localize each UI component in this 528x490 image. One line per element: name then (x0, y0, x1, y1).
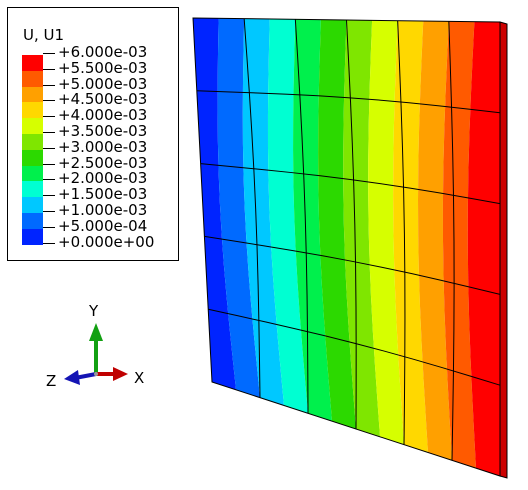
contour-band (193, 18, 236, 390)
legend-swatch (22, 212, 43, 229)
mesh-line-vertical (346, 19, 357, 430)
legend-swatches (22, 55, 43, 245)
contour-band (217, 18, 260, 398)
mesh-line-vertical (448, 21, 455, 461)
legend-swatch (22, 102, 43, 119)
contour-band (267, 19, 308, 414)
legend-swatch (22, 118, 43, 134)
legend-tick-label: +3.500e-03 (42, 123, 154, 140)
axis-triad: Y X Z (46, 302, 144, 390)
mesh-line-horizontal (196, 90, 501, 114)
legend-tick-label: +5.500e-03 (42, 60, 154, 77)
legend-tick-label: +4.000e-03 (42, 107, 154, 124)
legend-swatch (22, 181, 43, 198)
mesh-line-horizontal (204, 235, 501, 295)
mesh-line-vertical (397, 20, 406, 445)
mesh-line-horizontal (208, 308, 501, 386)
legend-tick-label: +3.000e-03 (42, 139, 154, 156)
triad-origin (94, 372, 98, 376)
z-axis-label: Z (46, 372, 56, 390)
y-axis-label: Y (88, 302, 99, 320)
y-axis-arrowhead (89, 323, 103, 341)
legend-swatch (22, 228, 43, 245)
legend-tick-label: +1.000e-03 (42, 202, 154, 219)
legend-swatch (22, 149, 43, 166)
legend-tick-label: +5.000e-04 (42, 218, 154, 235)
contour-band (293, 19, 332, 422)
mesh-line-horizontal (200, 163, 501, 205)
plate-side-face (499, 21, 508, 479)
legend-tick-label: +1.500e-03 (42, 186, 154, 203)
legend-swatch (22, 55, 43, 71)
mesh-line-vertical (294, 19, 309, 414)
legend-swatch (22, 165, 43, 182)
mesh-lines (196, 18, 501, 461)
legend-tick-label: +5.000e-03 (42, 76, 154, 93)
legend-title: U, U1 (23, 26, 65, 44)
legend-labels: +6.000e-03 +5.500e-03 +5.000e-03 +4.500e-03… (42, 44, 154, 251)
legend-swatch (22, 86, 43, 103)
legend-tick-label: +6.000e-03 (42, 44, 154, 61)
contour-legend: U, U1 +6.000e-03 +5.500e-03 +5.000e-03 +4.5… (7, 7, 179, 261)
legend-swatch (22, 197, 43, 213)
legend-tick-label: +4.500e-03 (42, 92, 154, 108)
x-axis-label: X (134, 369, 144, 387)
z-axis-arrowhead (64, 370, 80, 385)
contour-band (318, 19, 356, 430)
legend-tick-label: +0.000e+00 (42, 234, 154, 251)
legend-swatch (22, 133, 43, 150)
legend-tick-label: +2.000e-03 (42, 171, 154, 187)
plate-outline (192, 17, 501, 477)
mesh-line-vertical (243, 18, 261, 398)
contour-band (418, 21, 452, 461)
contour-band (343, 20, 380, 437)
contour-band (442, 21, 476, 469)
legend-tick-label: +2.500e-03 (42, 155, 154, 172)
contour-bands (193, 18, 500, 476)
x-axis-arrowhead (113, 367, 128, 381)
contour-band (467, 21, 500, 476)
legend-swatch (22, 70, 43, 87)
contour-band (368, 20, 404, 445)
contour-band (242, 18, 284, 406)
